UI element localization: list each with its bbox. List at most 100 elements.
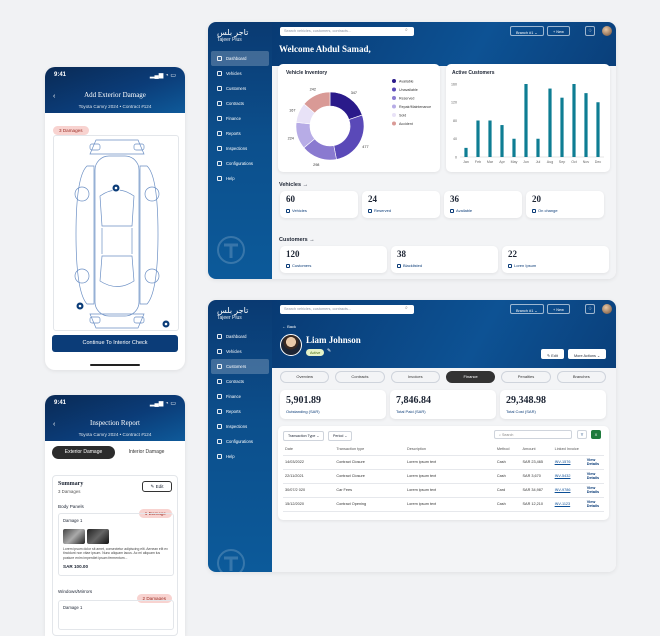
- sidebar-item-vehicles[interactable]: Vehicles: [211, 344, 269, 359]
- new-button[interactable]: + New: [547, 304, 570, 314]
- damage-photo[interactable]: [87, 529, 109, 544]
- invoice-link[interactable]: INV-1123: [552, 497, 585, 512]
- sidebar-icon: [217, 334, 222, 339]
- sidebar-item-inspections[interactable]: Inspections: [211, 141, 269, 156]
- sidebar-item-help[interactable]: Help: [211, 449, 269, 464]
- damage-photo[interactable]: [63, 529, 85, 544]
- damage-label: Damage 1: [63, 518, 83, 523]
- sidebar-item-customers[interactable]: Customers: [211, 359, 269, 374]
- damage-marker[interactable]: [75, 301, 85, 311]
- view-details-link[interactable]: View Details: [584, 483, 604, 498]
- back-arrow-icon[interactable]: ‹: [53, 421, 56, 428]
- sidebar-item-configurations[interactable]: Configurations: [211, 156, 269, 171]
- filter-icon[interactable]: ▿: [577, 430, 587, 439]
- screen-title: Inspection Report: [90, 419, 140, 427]
- status-badge: Active: [306, 349, 325, 356]
- sidebar-item-label: Vehicles: [226, 71, 242, 76]
- x-tick-label: Feb: [475, 160, 481, 164]
- sidebar-icon: [217, 131, 222, 136]
- car-diagram[interactable]: [53, 135, 179, 331]
- sidebar-item-customers[interactable]: Customers: [211, 81, 269, 96]
- branch-select[interactable]: Branch #1 ⌄: [510, 26, 544, 36]
- column-header: Transaction type: [334, 443, 405, 456]
- sidebar-item-vehicles[interactable]: Vehicles: [211, 66, 269, 81]
- avatar[interactable]: [602, 26, 612, 36]
- stat-icon: [286, 263, 290, 268]
- excel-export-icon[interactable]: X: [591, 430, 601, 439]
- tab-penalties[interactable]: Penalties: [501, 371, 551, 383]
- sidebar-item-dashboard[interactable]: Dashboard: [211, 51, 269, 66]
- vehicles-section-title[interactable]: Vehicles →: [279, 182, 309, 188]
- x-tick-label: Aug: [547, 160, 553, 164]
- sidebar-icon: [217, 349, 222, 354]
- home-indicator: [90, 364, 140, 366]
- sidebar-item-finance[interactable]: Finance: [211, 389, 269, 404]
- stat-value: 5,901.89: [286, 395, 321, 406]
- legend-swatch: [392, 87, 396, 92]
- back-arrow-icon[interactable]: ‹: [53, 93, 56, 100]
- sidebar-item-inspections[interactable]: Inspections: [211, 419, 269, 434]
- legend-swatch: [392, 121, 396, 126]
- sidebar-item-dashboard[interactable]: Dashboard: [211, 329, 269, 344]
- damage-marker[interactable]: [111, 183, 121, 193]
- pencil-icon[interactable]: ✎: [327, 348, 332, 354]
- stat-card[interactable]: 38 Blacklisted: [391, 246, 498, 273]
- bell-icon[interactable]: ♢: [585, 26, 595, 36]
- stat-card[interactable]: 36 Available: [444, 191, 522, 218]
- view-details-link[interactable]: View Details: [584, 469, 604, 484]
- chevron-down-icon: ⌄: [534, 31, 538, 35]
- bell-icon[interactable]: ♢: [585, 304, 595, 314]
- invoice-link[interactable]: INV-9786: [552, 483, 585, 498]
- customers-section-title[interactable]: Customers →: [279, 237, 315, 243]
- edit-button[interactable]: ✎ Edit: [541, 349, 564, 359]
- invoice-link[interactable]: INV-5432: [552, 469, 585, 484]
- back-link[interactable]: ← Back: [282, 324, 297, 329]
- bar: [476, 120, 480, 157]
- sidebar-item-finance[interactable]: Finance: [211, 111, 269, 126]
- stat-card[interactable]: 24 Reserved: [362, 191, 440, 218]
- stat-icon: [450, 208, 454, 213]
- stat-label-text: Vehicles: [292, 208, 307, 213]
- search-input[interactable]: Search vehicles, customers, contracts...: [280, 305, 414, 314]
- avatar[interactable]: [602, 304, 612, 314]
- period-filter[interactable]: Period ⌄: [328, 431, 353, 441]
- stat-card[interactable]: 120 Customers: [280, 246, 387, 273]
- sidebar-item-configurations[interactable]: Configurations: [211, 434, 269, 449]
- view-details-link[interactable]: View Details: [584, 455, 604, 470]
- invoice-link[interactable]: INV-1576: [552, 455, 585, 470]
- desktop-customer-profile: تاجر بلس Tajeer Plus Dashboard Vehicles Cu…: [208, 300, 616, 572]
- tab-contracts[interactable]: Contracts: [335, 371, 385, 383]
- sidebar-item-contracts[interactable]: Contracts: [211, 374, 269, 389]
- more-actions-button[interactable]: More Actions ⌄: [568, 349, 607, 359]
- transaction-type-filter[interactable]: Transaction Type ⌄: [283, 431, 325, 441]
- sidebar-item-reports[interactable]: Reports: [211, 126, 269, 141]
- search-input[interactable]: Search vehicles, customers, contracts...: [280, 27, 414, 36]
- sidebar-item-reports[interactable]: Reports: [211, 404, 269, 419]
- continue-interior-check-button[interactable]: Continue To Interior Check: [52, 335, 178, 352]
- tab-finance[interactable]: Finance: [445, 371, 496, 383]
- view-details-link[interactable]: View Details: [584, 497, 604, 512]
- tab-exterior-damage[interactable]: Exterior Damage: [52, 446, 115, 459]
- bar: [500, 125, 504, 157]
- tab-interior-damage[interactable]: Interior Damage: [128, 449, 165, 455]
- branch-select[interactable]: Branch #1 ⌄: [510, 304, 544, 314]
- sidebar-item-contracts[interactable]: Contracts: [211, 96, 269, 111]
- stat-value: 22: [508, 249, 517, 259]
- legend-label: Repair/Maintenance: [399, 105, 431, 109]
- desktop-dashboard: تاجر بلس Tajeer Plus Dashboard Vehicles Cu…: [208, 22, 616, 279]
- table-cell: SAR 12,210: [520, 497, 553, 512]
- damage-marker[interactable]: [161, 319, 171, 329]
- table-search-input[interactable]: ⌕ Search: [494, 430, 572, 439]
- stat-card[interactable]: 20 On change: [526, 191, 604, 218]
- stat-icon: [508, 263, 512, 268]
- stat-card[interactable]: 60 Vehicles: [280, 191, 358, 218]
- sidebar-item-help[interactable]: Help: [211, 171, 269, 186]
- top-bar: Search vehicles, customers, contracts...…: [272, 22, 616, 66]
- tab-invoices[interactable]: Invoices: [390, 371, 440, 383]
- edit-button[interactable]: ✎ Edit: [142, 481, 172, 492]
- stat-card[interactable]: 22 Loren Ipsum: [502, 246, 609, 273]
- tab-overview[interactable]: Overview: [280, 371, 330, 383]
- pencil-icon: ✎: [547, 354, 552, 358]
- tab-branches[interactable]: Branches: [556, 371, 606, 383]
- new-button[interactable]: + New: [547, 26, 570, 36]
